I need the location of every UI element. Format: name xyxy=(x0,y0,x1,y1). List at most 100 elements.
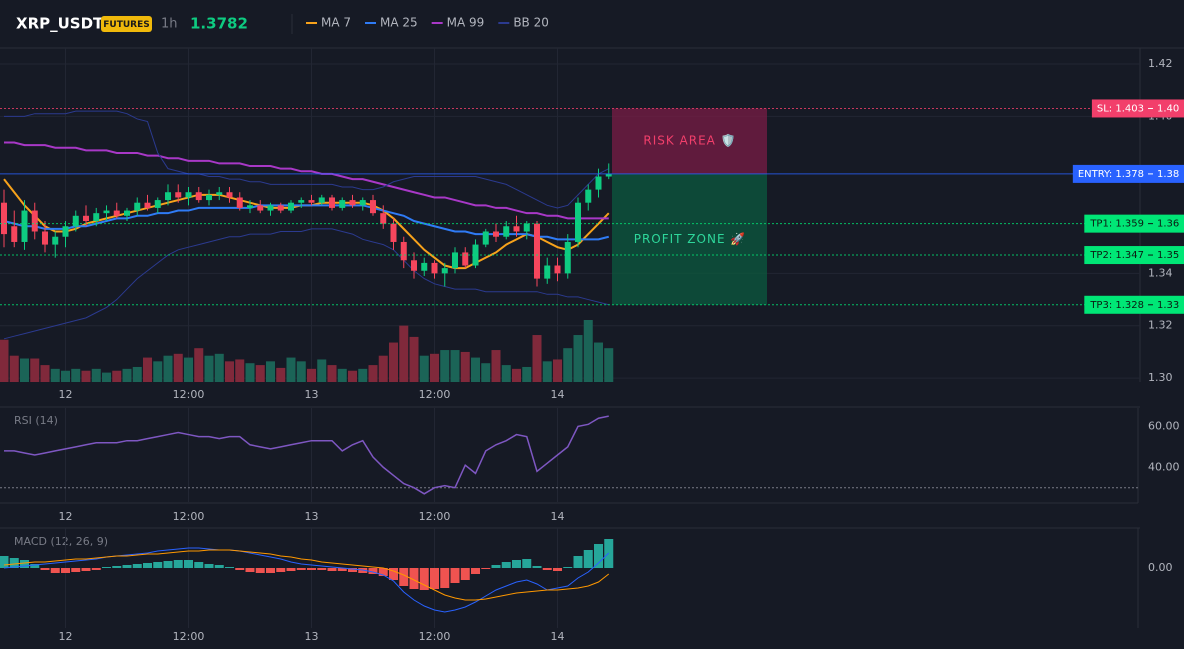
macd-histogram-bar xyxy=(542,568,552,570)
macd-title: MACD (12, 26, 9) xyxy=(14,535,108,548)
volume-bar xyxy=(512,368,521,382)
x-tick-label: 12:00 xyxy=(419,510,451,523)
level-tag xyxy=(1091,99,1184,118)
candle-body xyxy=(165,192,171,201)
zone-label: RISK AREA 🛡️ xyxy=(643,134,736,148)
macd-histogram-bar xyxy=(184,560,193,568)
volume-bar xyxy=(163,355,173,382)
candle-body xyxy=(339,200,346,208)
candle-body xyxy=(575,202,581,242)
macd-histogram-bar xyxy=(0,556,9,568)
macd-histogram-bar xyxy=(512,560,521,568)
rsi-title: RSI (14) xyxy=(14,414,58,427)
candle-body xyxy=(52,236,59,245)
volume-bar xyxy=(71,368,81,382)
volume-bar xyxy=(307,368,316,382)
candle-body xyxy=(288,202,294,211)
volume-bar xyxy=(471,357,480,382)
volume-bar xyxy=(143,357,152,382)
volume-bar xyxy=(491,350,501,382)
macd-histogram-bar xyxy=(50,568,60,573)
x-tick-label: 14 xyxy=(551,630,565,643)
macd-histogram-bar xyxy=(348,568,357,572)
candle-body xyxy=(62,226,69,237)
legend-label: MA 7 xyxy=(321,16,351,30)
macd-histogram-bar xyxy=(122,565,132,568)
volume-bar xyxy=(102,372,111,382)
candle-body xyxy=(21,210,28,242)
macd-histogram-bar xyxy=(102,567,111,568)
level-tag xyxy=(1072,164,1184,183)
candle-body xyxy=(103,210,110,214)
candle-body xyxy=(72,215,79,227)
macd-histogram-bar xyxy=(245,568,255,572)
volume-bar xyxy=(91,368,101,382)
candle-body xyxy=(329,197,335,208)
candle-body xyxy=(83,215,89,222)
macd-histogram-bar xyxy=(440,568,450,588)
candle-body xyxy=(523,223,530,232)
candle-body xyxy=(216,192,223,195)
candle-body xyxy=(564,241,571,274)
legend-label: MA 25 xyxy=(380,16,418,30)
volume-bar xyxy=(460,351,470,382)
volume-bar xyxy=(40,365,50,382)
volume-bar xyxy=(173,353,183,382)
macd-histogram-bar xyxy=(430,568,439,589)
level-axis-label: 1.36 xyxy=(1157,219,1179,230)
macd-histogram-bar xyxy=(286,568,296,571)
candle-body xyxy=(42,231,48,245)
macd-histogram-bar xyxy=(71,568,81,572)
candle-body xyxy=(431,262,438,274)
volume-bar xyxy=(522,366,532,382)
volume-bar xyxy=(20,358,29,382)
indicator-line xyxy=(4,110,609,209)
y-tick-label: 1.30 xyxy=(1148,371,1173,384)
zone xyxy=(612,108,767,174)
candle-body xyxy=(462,252,469,266)
candle-body xyxy=(534,223,540,279)
candle-body xyxy=(585,189,592,203)
volume-bar xyxy=(194,348,204,382)
macd-histogram-bar xyxy=(399,568,409,586)
volume-bar xyxy=(389,342,398,382)
macd-histogram-bar xyxy=(327,568,337,571)
level-tag xyxy=(1084,246,1184,265)
candle-body xyxy=(236,197,243,208)
macd-histogram-bar xyxy=(266,568,275,573)
volume-bar xyxy=(430,353,439,382)
volume-bar xyxy=(604,348,614,382)
y-tick-label: 60.00 xyxy=(1148,419,1180,432)
volume-bar xyxy=(153,361,163,382)
volume-bar xyxy=(276,367,286,382)
x-tick-label: 13 xyxy=(305,388,319,401)
level-label: TP3: 1.328 xyxy=(1089,300,1144,311)
x-tick-label: 12:00 xyxy=(173,388,205,401)
macd-histogram-bar xyxy=(409,568,419,589)
candle-body xyxy=(247,205,253,208)
level-axis-label: 1.35 xyxy=(1157,250,1179,261)
x-tick-label: 14 xyxy=(551,388,565,401)
macd-histogram-bar xyxy=(30,564,40,568)
x-tick-label: 13 xyxy=(305,630,319,643)
candle-body xyxy=(206,194,212,201)
volume-bar xyxy=(266,361,275,382)
candle-body xyxy=(400,241,407,261)
macd-histogram-bar xyxy=(204,564,214,568)
volume-bar xyxy=(317,359,327,382)
macd-histogram-bar xyxy=(553,568,562,571)
volume-bar xyxy=(501,365,511,382)
volume-bar xyxy=(0,339,9,382)
symbol: XRP_USDT xyxy=(16,15,104,33)
candle-body xyxy=(441,268,448,274)
macd-histogram-bar xyxy=(276,568,286,572)
volume-bar xyxy=(378,355,388,382)
badge-bg xyxy=(101,16,152,32)
volume-bar xyxy=(348,370,357,382)
volume-bar xyxy=(286,357,296,382)
candle-body xyxy=(452,252,458,269)
candle-body xyxy=(154,200,161,208)
candle-body xyxy=(298,200,305,203)
level-tag xyxy=(1084,295,1184,314)
volume-bar xyxy=(122,368,132,382)
